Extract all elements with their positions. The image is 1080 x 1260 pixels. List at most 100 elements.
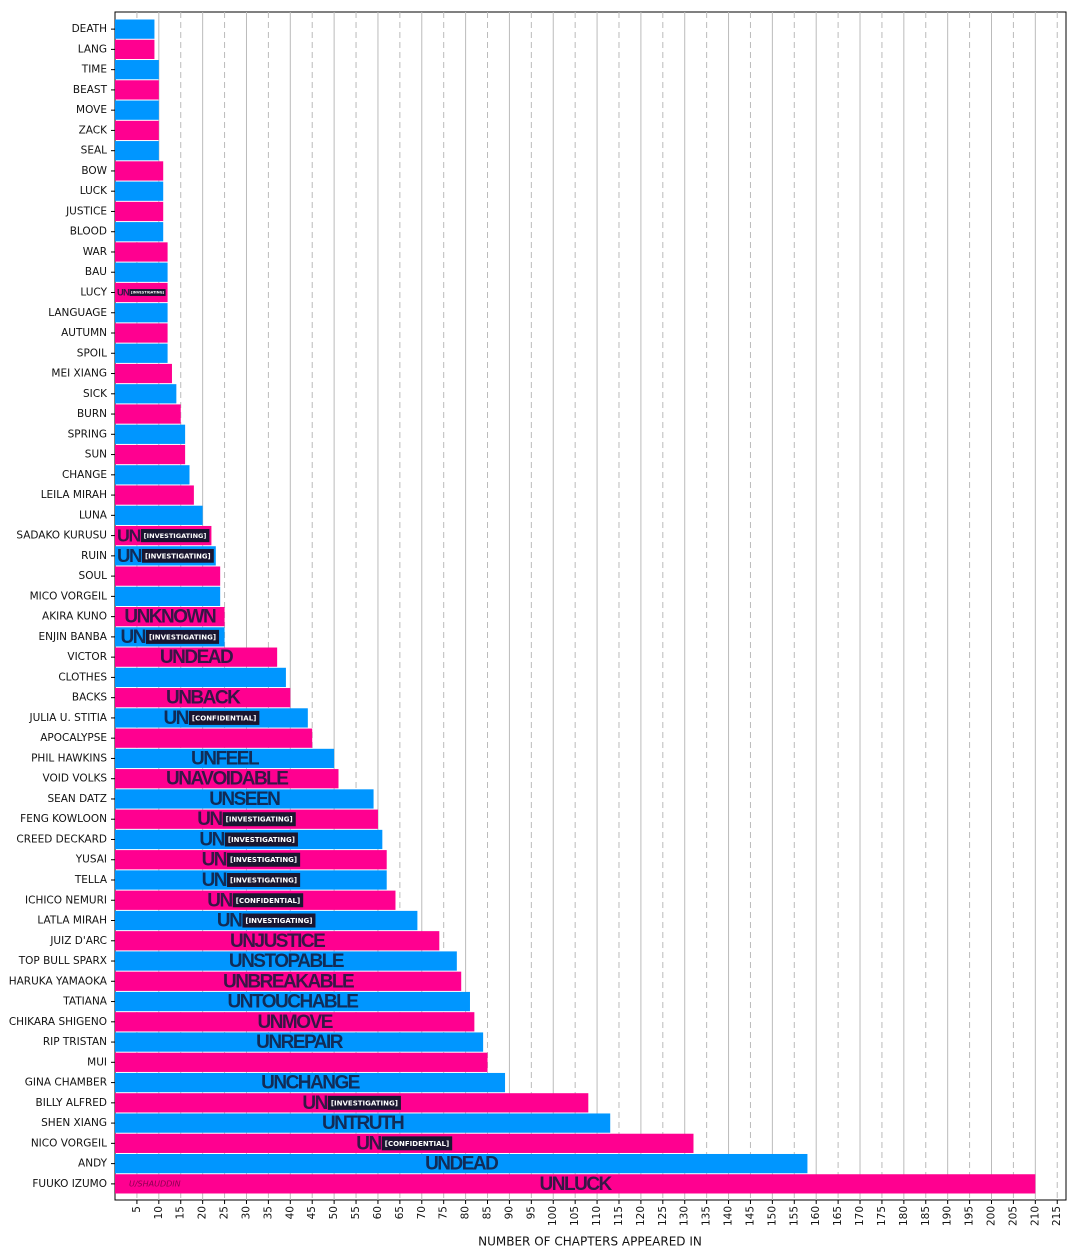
ability-text: UN xyxy=(202,850,227,871)
x-tick-label: 100 xyxy=(547,1206,559,1226)
ability-label: UNSTOPABLE xyxy=(229,951,345,972)
y-tick-label: BOW xyxy=(81,165,107,177)
bar xyxy=(115,39,155,60)
x-tick-label: 150 xyxy=(766,1206,778,1226)
bar xyxy=(115,971,462,991)
y-tick-label: LEILA MIRAH xyxy=(41,489,107,501)
y-tick-label: LANG xyxy=(78,43,107,55)
ability-label: UN [INVESTIGATING] xyxy=(302,1093,401,1114)
x-tick-label: 165 xyxy=(832,1206,844,1226)
ability-label: UNFEEL xyxy=(191,748,261,769)
ability-text: UNKNOWN xyxy=(124,607,216,628)
ability-tag: [CONFIDENTIAL] xyxy=(385,1140,449,1148)
bar xyxy=(115,1052,488,1072)
ability-tag: [INVESTIGATING] xyxy=(230,856,297,864)
bar xyxy=(115,161,164,181)
bar xyxy=(115,384,177,404)
bar xyxy=(115,931,440,951)
y-tick-label: BACKS xyxy=(72,692,107,704)
ability-text: UN xyxy=(197,809,222,830)
ability-tag: [INVESTIGATING] xyxy=(228,836,295,844)
ability-text: UNLUCK xyxy=(540,1174,613,1195)
x-tick-label: 180 xyxy=(898,1206,910,1226)
ability-text: UNDEAD xyxy=(160,647,233,668)
x-tick-label: 170 xyxy=(854,1206,866,1226)
y-tick-label: VOID VOLKS xyxy=(43,773,108,785)
y-tick-label: BEAST xyxy=(73,84,108,96)
ability-text: UN xyxy=(202,870,227,891)
x-tick-label: 135 xyxy=(701,1206,713,1226)
ability-tag: [INVESTIGATING] xyxy=(226,816,293,824)
y-tick-label: DEATH xyxy=(72,23,107,35)
x-tick-label: 75 xyxy=(438,1206,450,1219)
x-tick-label: 55 xyxy=(350,1206,362,1219)
y-tick-label: HARUKA YAMAOKA xyxy=(9,975,108,987)
y-tick-label: MUI xyxy=(87,1056,107,1068)
ability-text: UN xyxy=(163,708,188,729)
x-tick-label: 215 xyxy=(1051,1206,1063,1226)
y-tick-label: SPOIL xyxy=(77,347,107,359)
ability-label: UNKNOWN xyxy=(124,607,217,628)
ability-text: UN xyxy=(207,890,232,911)
ability-label: UNTRUTH xyxy=(322,1113,406,1134)
bar xyxy=(115,1012,475,1032)
x-tick-label: 160 xyxy=(810,1206,822,1226)
x-tick-label: 175 xyxy=(876,1206,888,1226)
ability-label: UNBACK xyxy=(166,688,243,709)
x-tick-label: 190 xyxy=(942,1206,954,1226)
ability-tag: [CONFIDENTIAL] xyxy=(192,714,256,722)
y-tick-label: CLOTHES xyxy=(58,671,107,683)
ability-label: UNAVOIDABLE xyxy=(166,769,290,790)
y-tick-label: JUIZ D'ARC xyxy=(49,935,107,947)
bar xyxy=(115,242,168,262)
bar xyxy=(115,141,159,161)
y-tick-label: ANDY xyxy=(78,1158,108,1170)
ability-text: UN xyxy=(121,627,146,648)
ability-tag-box xyxy=(381,1136,453,1151)
bar xyxy=(115,769,339,789)
ability-text: UN xyxy=(302,1093,327,1114)
ability-text: UNDEAD xyxy=(425,1154,498,1175)
ability-label: UN [INVESTIGATING] xyxy=(121,627,220,648)
ability-label: UNBREAKABLE xyxy=(223,971,356,992)
ability-label: UNLUCK xyxy=(540,1174,614,1195)
y-tick-label: MICO VORGEIL xyxy=(30,590,108,602)
bar xyxy=(115,991,470,1012)
bar xyxy=(115,728,313,748)
ability-tag-box xyxy=(232,893,304,908)
ability-tag: [INVESTIGATING] xyxy=(331,1099,398,1107)
ability-label: UN [INVESTIGATING] xyxy=(117,287,166,297)
ability-text: UNSEEN xyxy=(209,789,280,810)
bar xyxy=(115,485,194,505)
bar xyxy=(115,607,225,627)
bar xyxy=(115,505,203,525)
bar xyxy=(115,222,164,242)
x-tick-label: 195 xyxy=(964,1206,976,1226)
y-tick-label: APOCALYPSE xyxy=(40,732,107,744)
y-tick-label: BAU xyxy=(85,266,107,278)
y-tick-label: MEI XIANG xyxy=(51,368,107,380)
y-tick-label: ICHICO NEMURI xyxy=(25,894,107,906)
y-tick-label: TIME xyxy=(81,64,107,76)
y-tick-label: TELLA xyxy=(74,874,108,886)
y-tick-label: AKIRA KUNO xyxy=(42,611,107,623)
x-tick-label: 50 xyxy=(328,1206,340,1219)
y-tick-label: ZACK xyxy=(79,124,109,136)
ability-tag-box xyxy=(145,629,220,644)
bar xyxy=(115,748,335,769)
ability-text: UNFEEL xyxy=(191,748,260,769)
x-tick-label: 30 xyxy=(240,1206,252,1219)
ability-tag-box xyxy=(188,710,260,725)
credit: U/SHAUDDIN xyxy=(129,1179,181,1188)
ability-tag-box xyxy=(242,913,316,928)
ability-tag: [INVESTIGATING] xyxy=(144,532,207,540)
bar xyxy=(115,303,168,323)
x-tick-label: 205 xyxy=(1007,1206,1019,1226)
x-tick-label: 120 xyxy=(635,1206,647,1226)
y-tick-label: SADAKO KURUSU xyxy=(16,530,107,542)
ability-text: UNJUSTICE xyxy=(230,931,325,952)
y-tick-label: SEAN DATZ xyxy=(47,793,107,805)
x-tick-label: 40 xyxy=(284,1206,296,1219)
y-tick-label: YUSAI xyxy=(75,854,107,866)
ability-text: UNMOVE xyxy=(257,1012,332,1033)
